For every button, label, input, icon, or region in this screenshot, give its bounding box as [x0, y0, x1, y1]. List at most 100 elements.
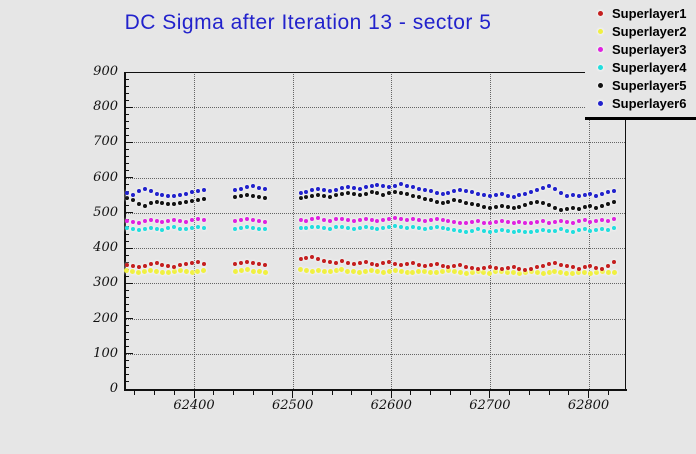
data-point-superlayer2 [445, 268, 451, 274]
data-point-superlayer1 [511, 265, 516, 270]
data-point-superlayer3 [594, 218, 599, 223]
data-point-superlayer6 [499, 192, 504, 197]
data-point-superlayer1 [136, 265, 141, 270]
data-point-superlayer1 [393, 261, 398, 266]
data-point-superlayer4 [201, 226, 206, 231]
data-point-superlayer1 [195, 259, 200, 264]
gridline-horizontal [125, 318, 625, 320]
y-minor-tick [125, 127, 129, 129]
legend-entry-superlayer5: Superlayer5 [585, 76, 696, 94]
y-minor-tick [125, 233, 129, 235]
data-point-superlayer5 [195, 197, 200, 202]
gridline-vertical [292, 72, 294, 389]
x-minor-tick [154, 391, 156, 395]
data-point-superlayer4 [393, 224, 398, 229]
data-point-superlayer4 [594, 227, 599, 232]
data-point-superlayer1 [399, 263, 404, 268]
data-point-superlayer4 [245, 224, 250, 229]
x-major-tick [588, 391, 589, 398]
data-point-superlayer1 [142, 263, 147, 268]
frame-bottom-axis [125, 389, 627, 391]
data-point-superlayer2 [256, 269, 262, 275]
data-point-superlayer3 [476, 219, 481, 224]
data-point-superlayer5 [363, 191, 368, 196]
data-point-superlayer4 [458, 228, 463, 233]
y-minor-tick [125, 120, 129, 122]
legend-entry-superlayer3: Superlayer3 [585, 40, 696, 58]
data-point-superlayer5 [446, 199, 451, 204]
x-minor-tick [548, 391, 550, 395]
data-point-superlayer2 [339, 267, 345, 273]
frame-left-axis [124, 72, 126, 391]
data-point-superlayer1 [487, 264, 492, 269]
data-point-superlayer1 [405, 262, 410, 267]
data-point-superlayer2 [333, 268, 339, 274]
data-point-superlayer5 [351, 192, 356, 197]
data-point-superlayer5 [464, 200, 469, 205]
y-minor-tick [125, 325, 129, 327]
data-point-superlayer1 [357, 260, 362, 265]
data-point-superlayer3 [470, 220, 475, 225]
data-point-superlayer6 [195, 188, 200, 193]
data-point-superlayer3 [304, 218, 309, 223]
data-point-superlayer3 [369, 218, 374, 223]
data-point-superlayer6 [316, 186, 321, 191]
data-point-superlayer4 [517, 228, 522, 233]
data-point-superlayer5 [470, 202, 475, 207]
data-point-superlayer1 [263, 263, 268, 268]
data-point-superlayer4 [535, 229, 540, 234]
data-point-superlayer5 [612, 199, 617, 204]
data-point-superlayer5 [328, 194, 333, 199]
data-point-superlayer2 [262, 269, 268, 275]
data-point-superlayer6 [363, 185, 368, 190]
data-point-superlayer2 [605, 270, 611, 276]
data-point-superlayer3 [428, 217, 433, 222]
legend-marker-icon [598, 64, 603, 70]
data-point-superlayer4 [381, 226, 386, 231]
data-point-superlayer1 [172, 264, 177, 269]
data-point-superlayer6 [399, 182, 404, 187]
y-minor-tick [125, 332, 129, 334]
data-point-superlayer6 [600, 192, 605, 197]
data-point-superlayer5 [499, 203, 504, 208]
data-point-superlayer4 [511, 229, 516, 234]
data-point-superlayer5 [130, 198, 135, 203]
data-point-superlayer6 [570, 192, 575, 197]
data-point-superlayer1 [345, 261, 350, 266]
data-point-superlayer6 [434, 190, 439, 195]
data-point-superlayer5 [160, 200, 165, 205]
data-point-superlayer1 [154, 261, 159, 266]
x-minor-tick [469, 391, 471, 395]
data-point-superlayer3 [487, 221, 492, 226]
data-point-superlayer5 [316, 192, 321, 197]
data-point-superlayer4 [304, 226, 309, 231]
data-point-superlayer5 [523, 203, 528, 208]
data-point-superlayer4 [387, 224, 392, 229]
data-point-superlayer3 [339, 216, 344, 221]
data-point-superlayer1 [523, 267, 528, 272]
data-point-superlayer1 [166, 264, 171, 269]
data-point-superlayer2 [298, 267, 304, 273]
data-point-superlayer6 [547, 184, 552, 189]
data-point-superlayer5 [399, 190, 404, 195]
data-point-superlayer3 [464, 221, 469, 226]
y-tick-label: 200 [93, 310, 118, 326]
x-minor-tick [509, 391, 511, 395]
data-point-superlayer4 [499, 227, 504, 232]
legend-marker-icon [598, 10, 603, 16]
data-point-superlayer2 [351, 269, 357, 275]
data-point-superlayer6 [393, 183, 398, 188]
legend-marker-icon [598, 28, 603, 34]
x-minor-tick [371, 391, 373, 395]
data-point-superlayer3 [481, 220, 486, 225]
data-point-superlayer5 [434, 199, 439, 204]
x-major-tick [390, 391, 392, 398]
data-point-superlayer4 [345, 226, 350, 231]
data-point-superlayer1 [369, 261, 374, 266]
x-tick-label: 62600 [370, 398, 412, 413]
data-point-superlayer4 [588, 228, 593, 233]
data-point-superlayer4 [405, 226, 410, 231]
data-point-superlayer3 [410, 216, 415, 221]
gridline-horizontal [125, 142, 625, 144]
data-point-superlayer3 [160, 220, 165, 225]
